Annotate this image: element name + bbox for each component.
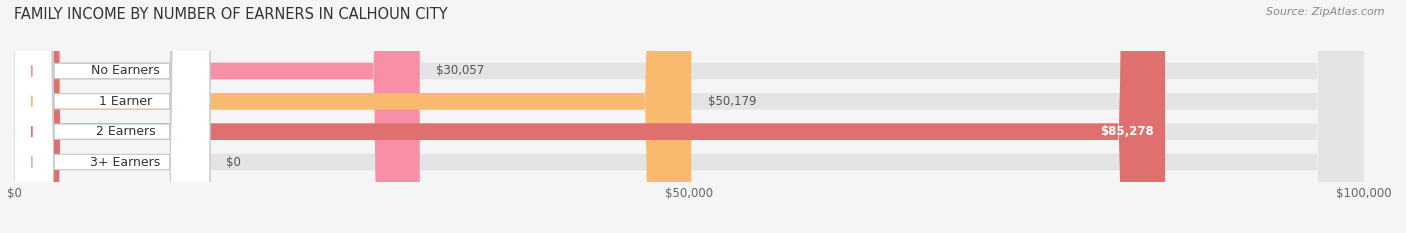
FancyBboxPatch shape [14,0,1364,233]
Text: 1 Earner: 1 Earner [98,95,152,108]
FancyBboxPatch shape [14,0,1364,233]
Text: $85,278: $85,278 [1101,125,1154,138]
FancyBboxPatch shape [14,0,209,233]
Text: 3+ Earners: 3+ Earners [90,155,160,168]
FancyBboxPatch shape [14,0,1364,233]
Text: FAMILY INCOME BY NUMBER OF EARNERS IN CALHOUN CITY: FAMILY INCOME BY NUMBER OF EARNERS IN CA… [14,7,447,22]
Text: Source: ZipAtlas.com: Source: ZipAtlas.com [1267,7,1385,17]
FancyBboxPatch shape [14,0,420,233]
Text: $50,179: $50,179 [707,95,756,108]
Text: 2 Earners: 2 Earners [96,125,156,138]
FancyBboxPatch shape [14,0,209,233]
FancyBboxPatch shape [14,0,209,233]
Text: $0: $0 [226,155,240,168]
FancyBboxPatch shape [14,0,692,233]
Text: No Earners: No Earners [91,65,160,78]
FancyBboxPatch shape [14,0,209,233]
FancyBboxPatch shape [14,0,1166,233]
FancyBboxPatch shape [14,0,1364,233]
Text: $30,057: $30,057 [436,65,484,78]
